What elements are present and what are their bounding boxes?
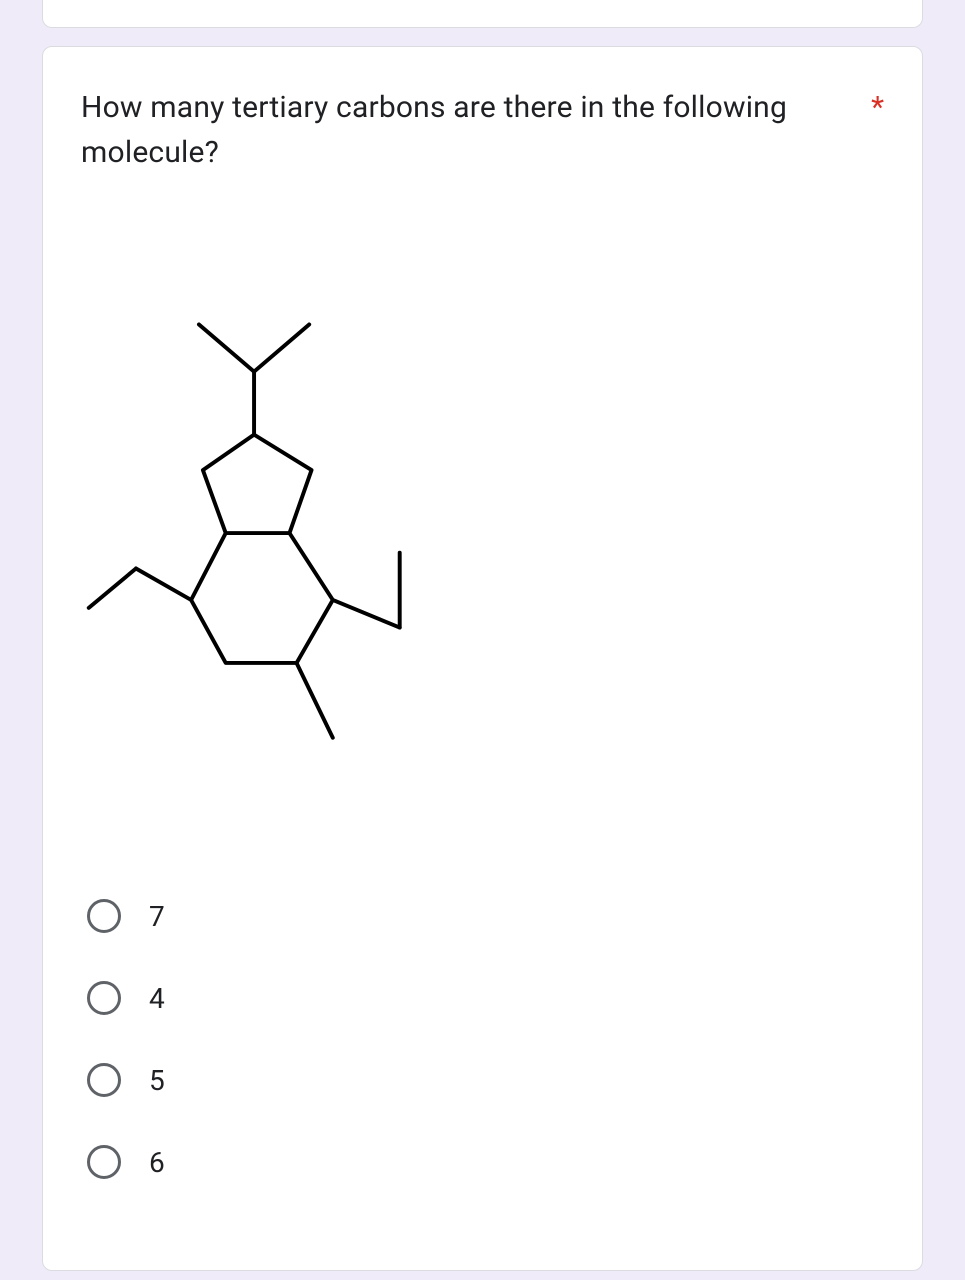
option-label: 6 — [149, 1146, 165, 1179]
radio-circle-icon — [87, 1145, 121, 1179]
question-text: How many tertiary carbons are there in t… — [81, 85, 853, 175]
option-label: 5 — [149, 1064, 165, 1097]
molecule-svg — [73, 237, 443, 837]
question-row: How many tertiary carbons are there in t… — [81, 85, 884, 175]
radio-circle-icon — [87, 1063, 121, 1097]
options-group: 7 4 5 6 — [81, 899, 884, 1179]
question-card: How many tertiary carbons are there in t… — [42, 46, 923, 1271]
card-top-sliver — [42, 0, 923, 28]
option-7[interactable]: 7 — [87, 899, 884, 933]
option-5[interactable]: 5 — [87, 1063, 884, 1097]
radio-circle-icon — [87, 899, 121, 933]
option-4[interactable]: 4 — [87, 981, 884, 1015]
option-6[interactable]: 6 — [87, 1145, 884, 1179]
required-asterisk: * — [871, 85, 884, 130]
radio-circle-icon — [87, 981, 121, 1015]
option-label: 7 — [149, 900, 165, 933]
option-label: 4 — [149, 982, 165, 1015]
molecule-diagram — [73, 237, 884, 837]
